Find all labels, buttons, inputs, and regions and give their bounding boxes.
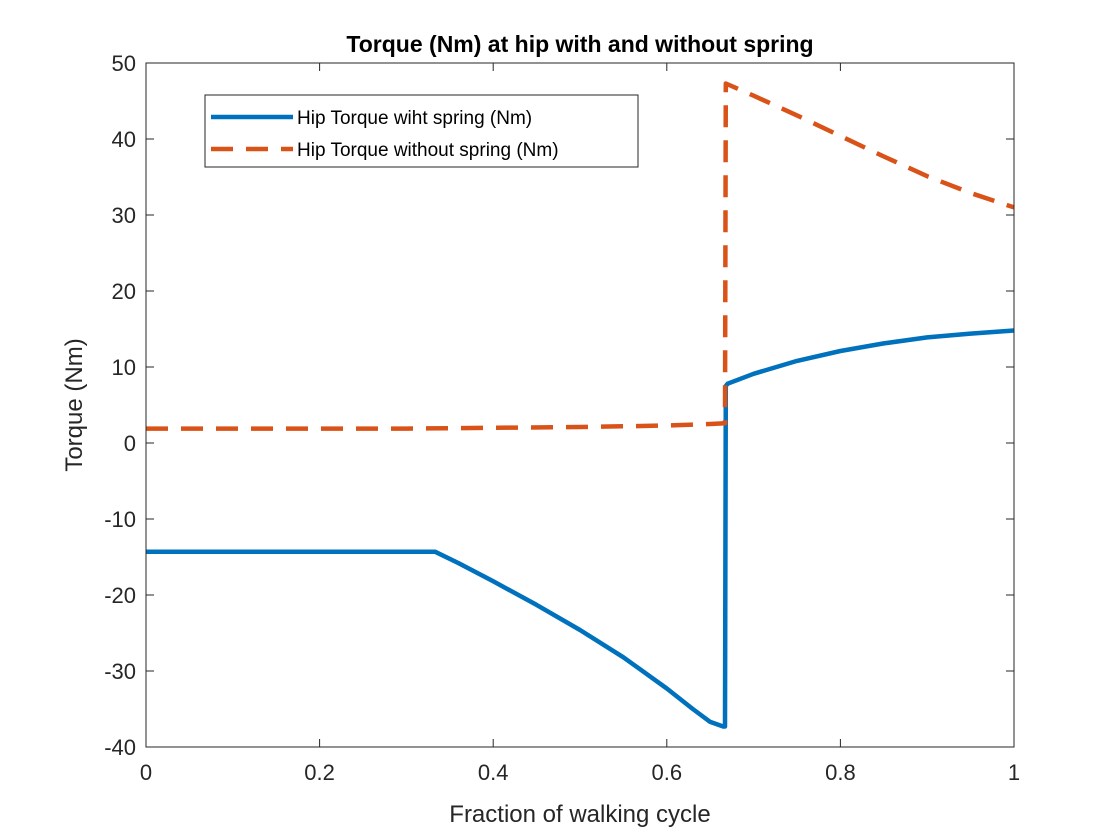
legend-label: Hip Torque wiht spring (Nm): [297, 108, 532, 129]
x-tick-label: 0: [140, 760, 152, 785]
series-line-2: [146, 81, 1015, 431]
x-tick-label: 0.8: [825, 760, 856, 785]
chart-title: Torque (Nm) at hip with and without spri…: [346, 31, 813, 57]
legend: Hip Torque wiht spring (Nm) Hip Torque wi…: [204, 94, 639, 168]
y-tick-label: 20: [112, 279, 136, 304]
y-tick-label: 50: [112, 51, 136, 76]
series-layer: [146, 81, 1015, 729]
y-tick-label: 30: [112, 203, 136, 228]
x-axis-ticks: 0 0.2 0.4 0.6 0.8 1: [140, 63, 1020, 785]
y-tick-label: -40: [104, 735, 136, 760]
series-line-1: [146, 328, 1015, 729]
x-axis-label: Fraction of walking cycle: [449, 801, 710, 828]
legend-label: Hip Torque without spring (Nm): [297, 140, 559, 161]
x-tick-label: 1: [1008, 760, 1020, 785]
legend-box: [204, 94, 639, 168]
plot-background: [146, 63, 1014, 747]
y-axis-label: Torque (Nm): [61, 338, 88, 471]
y-tick-label: -10: [104, 507, 136, 532]
y-tick-label: -20: [104, 583, 136, 608]
y-axis-ticks: -40 -30 -20 -10 0 10 20 30 40 50: [104, 51, 1014, 760]
y-tick-label: 10: [112, 355, 136, 380]
y-tick-label: 0: [124, 431, 136, 456]
plot-frame: [145, 62, 1015, 748]
x-tick-label: 0.6: [652, 760, 683, 785]
x-tick-label: 0.2: [304, 760, 335, 785]
x-tick-label: 0.4: [478, 760, 509, 785]
y-tick-label: 40: [112, 127, 136, 152]
y-tick-label: -30: [104, 659, 136, 684]
